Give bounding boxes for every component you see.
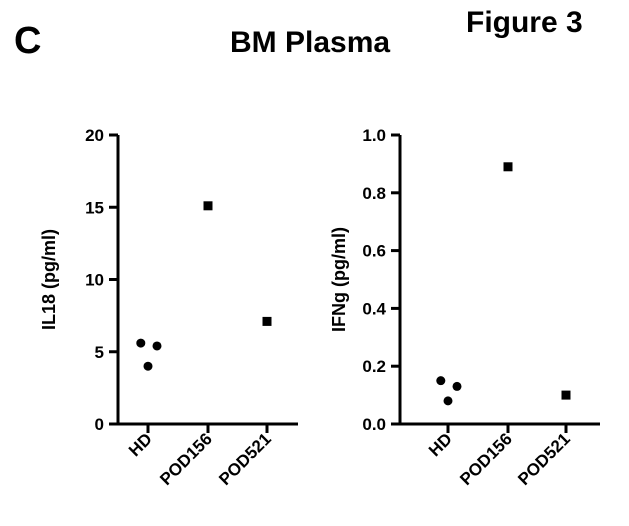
data-point-square: [203, 201, 213, 211]
data-point-square: [262, 316, 272, 326]
data-point-circle: [443, 396, 453, 406]
x-tick-label: POD521: [514, 429, 574, 489]
y-tick-label: 0.4: [362, 299, 386, 318]
data-point-square: [561, 390, 571, 400]
chart-panel-1: 0 5 10 15 20 HD POD156 POD521 IL18 (pg/ml): [39, 126, 298, 489]
y-tick-label: 0: [95, 415, 104, 434]
figure-label: Figure 3: [466, 6, 583, 39]
data-point-circle: [143, 361, 153, 371]
x-tick-label: POD156: [456, 429, 516, 489]
x-tick-label: POD156: [156, 429, 216, 489]
data-point-square: [503, 162, 513, 172]
x-tick-label: HD: [125, 429, 156, 460]
y-tick-label: 0.8: [362, 184, 386, 203]
y-tick-label: 15: [85, 198, 104, 217]
x-tick-label: POD521: [215, 429, 275, 489]
data-point-circle: [136, 338, 146, 348]
y-tick-label: 10: [85, 271, 104, 290]
y-tick-label: 20: [85, 126, 104, 145]
y-axis-title: IL18 (pg/ml): [39, 229, 59, 330]
y-tick-label: 0.0: [362, 415, 386, 434]
y-tick-label: 1.0: [362, 126, 386, 145]
panel-letter: C: [14, 20, 42, 62]
y-tick-label: 0.2: [362, 357, 386, 376]
data-point-circle: [452, 381, 462, 391]
x-tick-label: HD: [425, 429, 456, 460]
y-axis-title: IFNg (pg/ml): [329, 227, 349, 332]
chart-title: BM Plasma: [230, 26, 391, 59]
y-tick-label: 0.6: [362, 242, 386, 261]
data-point-circle: [436, 376, 446, 386]
data-point-circle: [152, 341, 162, 351]
y-tick-label: 5: [95, 343, 104, 362]
